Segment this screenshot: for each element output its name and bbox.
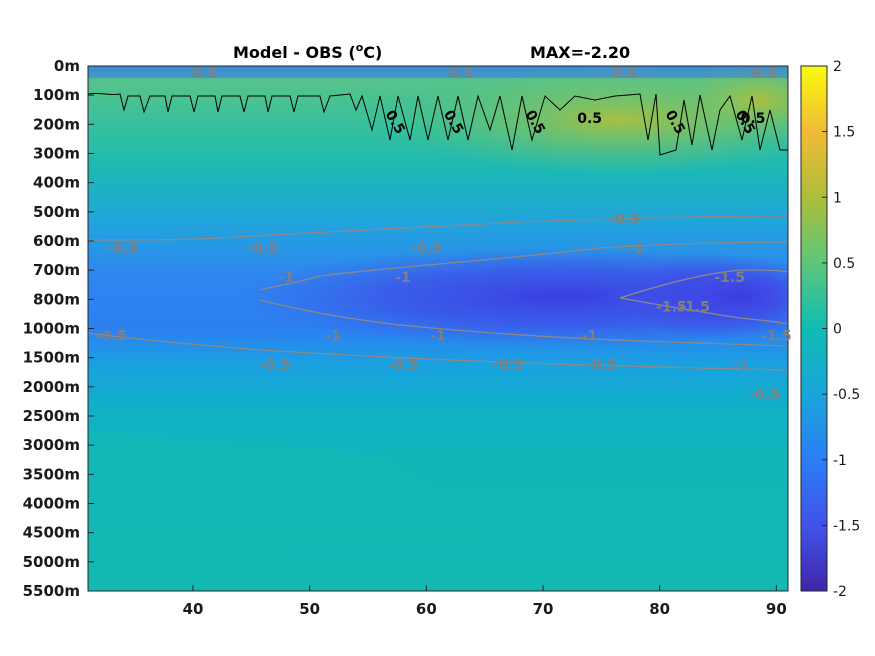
x-axis: 40 50 60 70 80 90: [183, 585, 787, 618]
contour-label: 0.5: [577, 111, 602, 127]
max-label: MAX=-2.20: [530, 43, 630, 62]
contour-label: -1.5: [679, 299, 710, 315]
y-tick-label: 4000m: [23, 495, 80, 513]
contour-minus-1.5-upper: [619, 269, 788, 299]
contour-minus-1-upper: [259, 241, 788, 291]
colorbar-tick-label: -1.5: [833, 518, 860, 534]
contour-label: -1: [279, 270, 295, 286]
negative-contours: [88, 215, 788, 371]
contour-label: 0.5: [741, 111, 766, 127]
contour-minus-1.5-lower: [619, 297, 788, 325]
plot-area: [88, 66, 788, 591]
contour-label: -0.5: [586, 358, 617, 374]
y-tick-label: 700m: [33, 261, 80, 279]
contour-label: 0.5: [612, 66, 637, 82]
y-tick-label: 500m: [33, 203, 80, 221]
deep-lighter-wedge: [88, 430, 500, 560]
x-tick-label: 60: [416, 600, 437, 618]
colorbar-tick-label: 0: [833, 322, 842, 338]
contour-label: -1.5: [656, 299, 687, 315]
x-tick-label: 70: [533, 600, 554, 618]
y-tick-label: 1500m: [23, 349, 80, 367]
contour-label: -0.5: [259, 358, 290, 374]
y-axis: 0m 100m 200m 300m 400m 500m 600m 700m 800m 1000m 1…: [23, 57, 94, 600]
y-tick-label: 5500m: [23, 582, 80, 600]
contour-label: -0.5: [388, 358, 419, 374]
y-tick-label: 400m: [33, 174, 80, 192]
x-tick-label: 80: [649, 600, 670, 618]
y-tick-label: 3500m: [23, 465, 80, 483]
y-tick-label: 200m: [33, 115, 80, 133]
warm-upper-patch-2: [670, 66, 788, 140]
contour-label: -1: [430, 329, 446, 345]
contour-label: -1: [582, 329, 598, 345]
x-tick-label: 90: [766, 600, 787, 618]
contour-label: -0.5: [411, 241, 442, 257]
contour-label: -0.5: [108, 241, 139, 257]
colorbar-tick-label: 2: [833, 59, 842, 75]
contour-label: -1: [395, 270, 411, 286]
colorbar-tick-label: 1.5: [833, 125, 855, 141]
contour-label: -1.5: [761, 329, 792, 345]
y-tick-label: 5000m: [23, 553, 80, 571]
contour-label: 0.5: [192, 66, 217, 82]
contour-label: -1: [629, 241, 645, 257]
y-tick-label: 2000m: [23, 378, 80, 396]
surface-ripples: [88, 66, 788, 78]
contour-label: -1: [325, 329, 341, 345]
contour-minus-0.5-lower: [88, 332, 788, 371]
y-tick-label: 800m: [33, 290, 80, 308]
y-tick-label: 300m: [33, 145, 80, 163]
y-tick-label: 100m: [33, 86, 80, 104]
chart-title: Model - OBS (oC): [233, 41, 382, 62]
contour-label: -0.5: [248, 241, 279, 257]
contour-label: 0.5: [449, 66, 474, 82]
contour-label: -1.5: [714, 270, 745, 286]
y-tick-label: 2500m: [23, 407, 80, 425]
surface-contour-fringe: [88, 92, 788, 156]
contour-label: 0.5: [752, 66, 777, 82]
y-tick-label: 1000m: [23, 320, 80, 338]
contour-label: -0.5: [749, 387, 780, 403]
colorbar-tick-label: 0.5: [833, 256, 855, 272]
colorbar-tick-label: 1: [833, 190, 842, 206]
contour-minus-0.5-upper: [88, 215, 788, 241]
contour-label: -0.5: [609, 212, 640, 228]
y-tick-label: 0m: [54, 57, 80, 75]
colorbar-ticks: 2 1.5 1 0.5 0 -0.5 -1 -1.5 -2: [822, 59, 860, 600]
x-tick-label: 40: [183, 600, 204, 618]
contour-label: -0.5: [493, 358, 524, 374]
colorbar-tick-label: -1: [833, 453, 847, 469]
y-tick-label: 3000m: [23, 436, 80, 454]
y-tick-label: 600m: [33, 232, 80, 250]
x-tick-label: 50: [299, 600, 320, 618]
contour-label: -1: [734, 358, 750, 374]
cold-core-east-inner: [680, 271, 788, 323]
contour-minus-1-lower: [259, 299, 788, 347]
y-tick-label: 4500m: [23, 524, 80, 542]
colorbar-tick-label: -2: [833, 584, 847, 600]
contour-label: -0.5: [96, 329, 127, 345]
colorbar-tick-label: -0.5: [833, 387, 860, 403]
